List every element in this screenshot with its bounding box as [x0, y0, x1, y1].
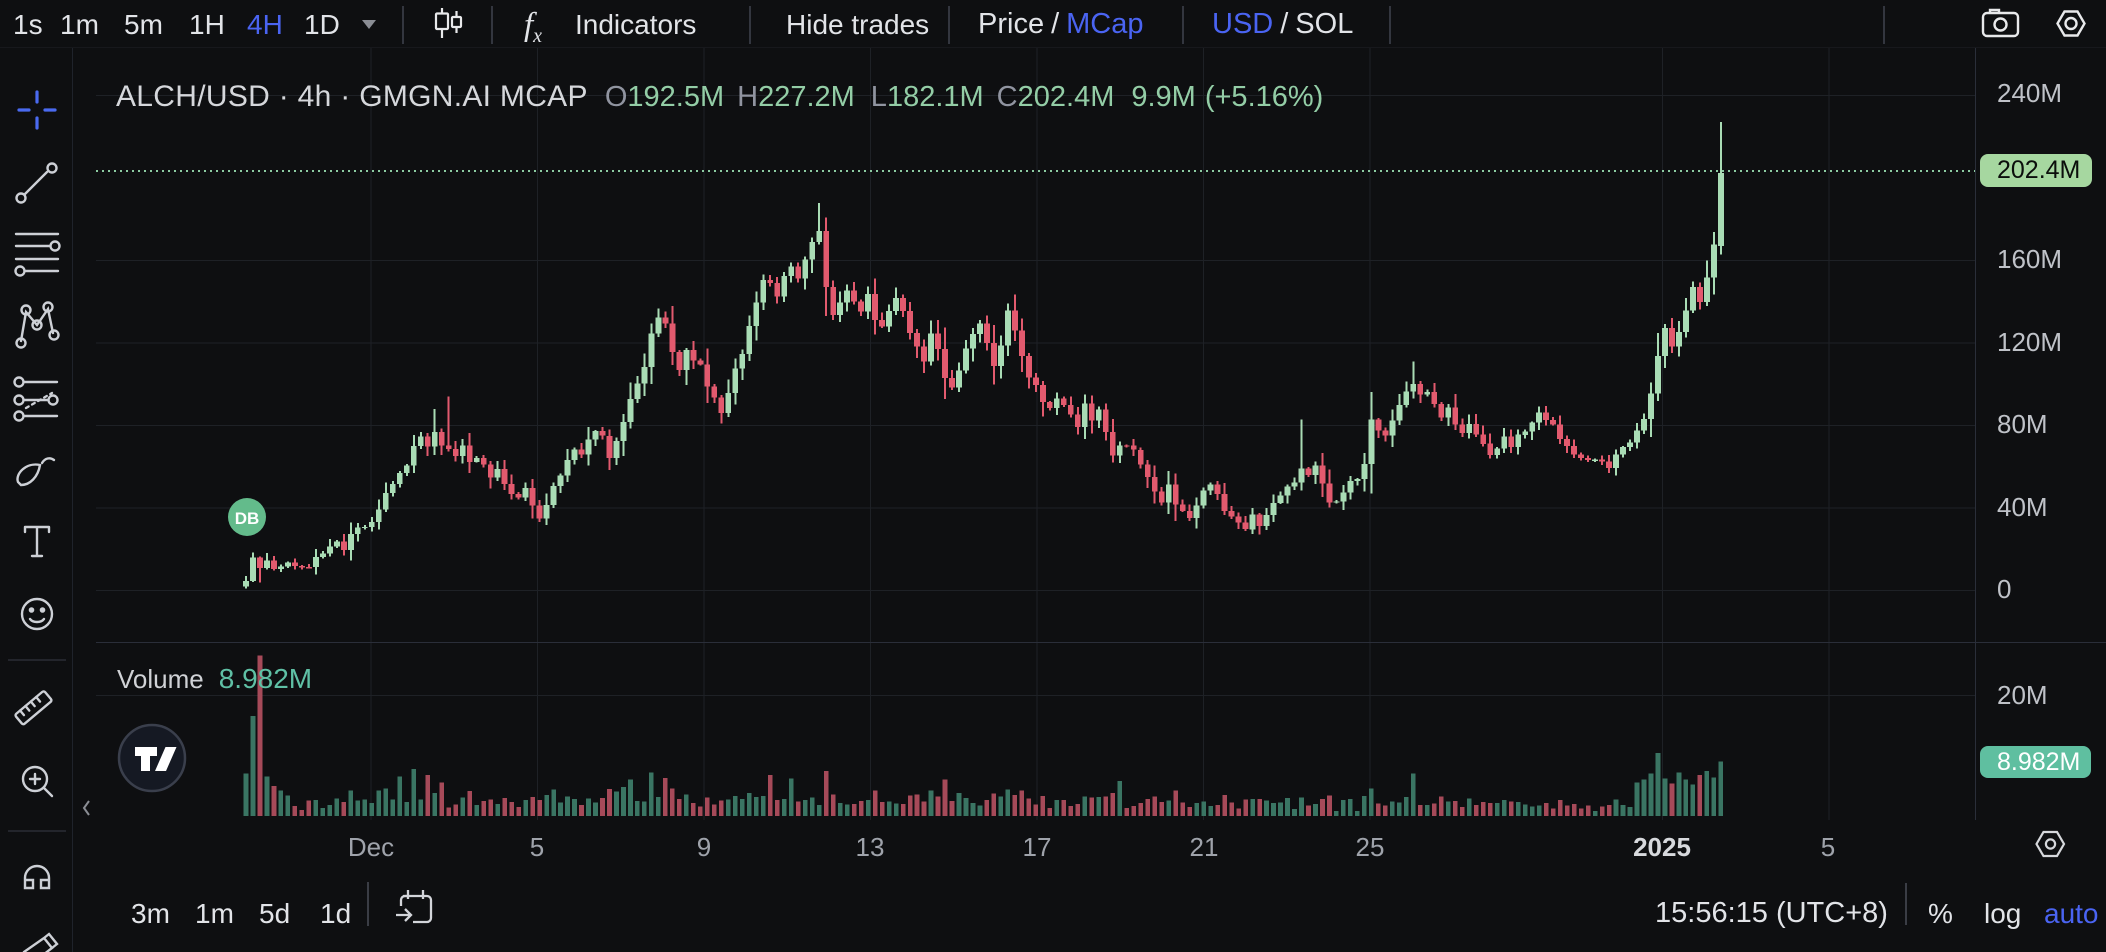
svg-text:DB: DB: [235, 509, 260, 528]
